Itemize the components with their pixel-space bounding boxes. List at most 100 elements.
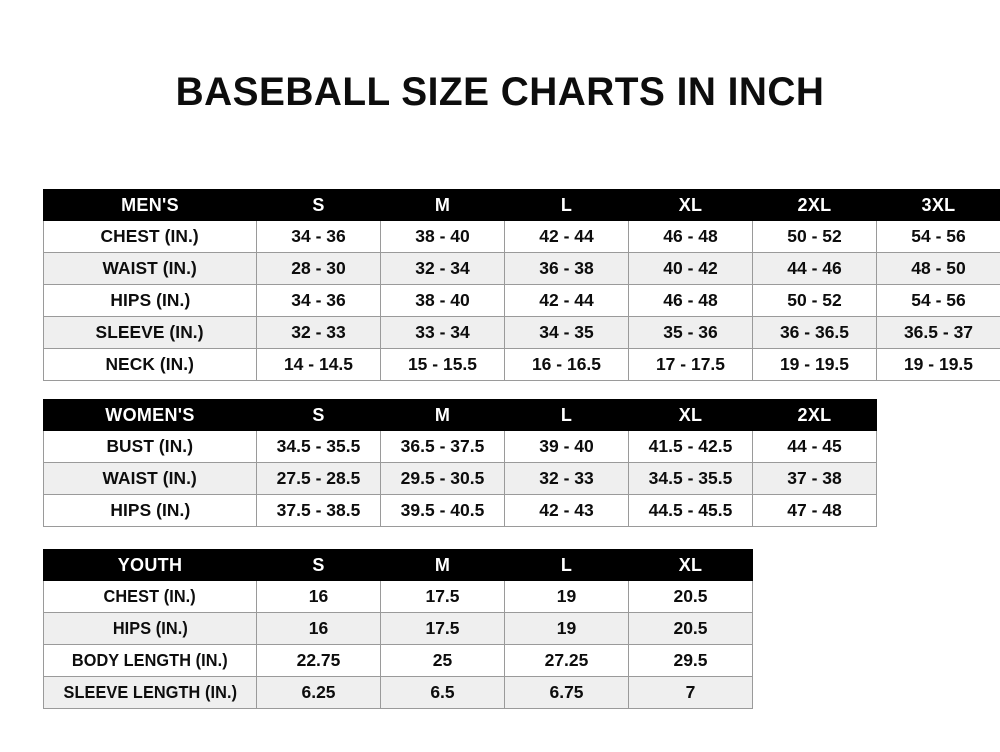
row-label-text: HIPS (IN.)	[110, 500, 190, 520]
womens-table-body: BUST (IN.) 34.5 - 35.5 36.5 - 37.5 39 - 40 4…	[43, 430, 877, 527]
mens-header-size-xl: XL	[628, 189, 753, 221]
measurement-cell: 20.5	[628, 580, 753, 613]
measurement-cell: 48 - 50	[876, 252, 1000, 285]
row-label-text: SLEEVE (IN.)	[95, 322, 205, 342]
measurement-cell: 32 - 33	[504, 462, 629, 495]
womens-size-table: WOMEN'S S M L XL 2XL BUST (IN.) 34.5 - 35.5 36.…	[43, 399, 877, 527]
mens-row-label: NECK (IN.)	[43, 348, 257, 381]
measurement-cell: 36.5 - 37	[876, 316, 1000, 349]
womens-header-size-l: L	[504, 399, 629, 431]
measurement-cell: 27.5 - 28.5	[256, 462, 381, 495]
mens-size-table: MEN'S S M L XL 2XL 3XL CHEST (IN.) 34 - 36 38 - …	[43, 189, 1000, 381]
measurement-cell: 19	[504, 612, 629, 645]
measurement-cell: 19 - 19.5	[876, 348, 1000, 381]
womens-header-size-s: S	[256, 399, 381, 431]
table-row: BODY LENGTH (IN.) 22.75 25 27.25 29.5	[43, 644, 753, 677]
measurement-cell: 15 - 15.5	[380, 348, 505, 381]
row-label-text: WAIST (IN.)	[102, 258, 198, 278]
youth-header-size-xl: XL	[628, 549, 753, 581]
mens-header-size-m: M	[380, 189, 505, 221]
measurement-cell: 6.5	[380, 676, 505, 709]
womens-table-header: WOMEN'S S M L XL 2XL	[43, 399, 877, 431]
row-label-text: HIPS (IN.)	[110, 290, 190, 310]
measurement-cell: 34 - 35	[504, 316, 629, 349]
row-label-text: BODY LENGTH (IN.)	[72, 650, 228, 670]
row-label-text: CHEST (IN.)	[100, 226, 200, 246]
youth-row-label: CHEST (IN.)	[43, 580, 257, 613]
youth-header-size-l: L	[504, 549, 629, 581]
measurement-cell: 42 - 44	[504, 284, 629, 317]
header-row: WOMEN'S S M L XL 2XL	[43, 399, 877, 431]
measurement-cell: 34.5 - 35.5	[256, 430, 381, 463]
table-row: SLEEVE (IN.) 32 - 33 33 - 34 34 - 35 35 - 36…	[43, 316, 1000, 349]
mens-header-size-3xl: 3XL	[876, 189, 1000, 221]
measurement-cell: 34.5 - 35.5	[628, 462, 753, 495]
table-row: WAIST (IN.) 28 - 30 32 - 34 36 - 38 40 - 42 4…	[43, 252, 1000, 285]
womens-header-label: WOMEN'S	[43, 399, 257, 431]
measurement-cell: 16	[256, 580, 381, 613]
mens-table-body: CHEST (IN.) 34 - 36 38 - 40 42 - 44 46 - 48 5…	[43, 220, 1000, 381]
measurement-cell: 37 - 38	[752, 462, 877, 495]
mens-row-label: CHEST (IN.)	[43, 220, 257, 253]
measurement-cell: 14 - 14.5	[256, 348, 381, 381]
womens-row-label: BUST (IN.)	[43, 430, 257, 463]
measurement-cell: 40 - 42	[628, 252, 753, 285]
measurement-cell: 33 - 34	[380, 316, 505, 349]
measurement-cell: 17.5	[380, 612, 505, 645]
measurement-cell: 50 - 52	[752, 220, 877, 253]
measurement-cell: 36 - 36.5	[752, 316, 877, 349]
mens-row-label: SLEEVE (IN.)	[43, 316, 257, 349]
measurement-cell: 19 - 19.5	[752, 348, 877, 381]
mens-header-size-2xl: 2XL	[752, 189, 877, 221]
measurement-cell: 44 - 45	[752, 430, 877, 463]
measurement-cell: 36.5 - 37.5	[380, 430, 505, 463]
measurement-cell: 41.5 - 42.5	[628, 430, 753, 463]
youth-header-label: YOUTH	[43, 549, 257, 581]
mens-row-label: WAIST (IN.)	[43, 252, 257, 285]
measurement-cell: 39 - 40	[504, 430, 629, 463]
measurement-cell: 38 - 40	[380, 284, 505, 317]
measurement-cell: 27.25	[504, 644, 629, 677]
measurement-cell: 46 - 48	[628, 284, 753, 317]
row-label-text: CHEST (IN.)	[103, 586, 197, 606]
measurement-cell: 20.5	[628, 612, 753, 645]
mens-header-size-l: L	[504, 189, 629, 221]
youth-table-body: CHEST (IN.) 16 17.5 19 20.5 HIPS (IN.) 16 17.5 1…	[43, 580, 753, 709]
measurement-cell: 50 - 52	[752, 284, 877, 317]
row-label-text: NECK (IN.)	[105, 354, 195, 374]
mens-row-label: HIPS (IN.)	[43, 284, 257, 317]
youth-table-header: YOUTH S M L XL	[43, 549, 753, 581]
measurement-cell: 38 - 40	[380, 220, 505, 253]
measurement-cell: 7	[628, 676, 753, 709]
measurement-cell: 17 - 17.5	[628, 348, 753, 381]
measurement-cell: 6.25	[256, 676, 381, 709]
measurement-cell: 6.75	[504, 676, 629, 709]
measurement-cell: 44 - 46	[752, 252, 877, 285]
header-row: YOUTH S M L XL	[43, 549, 753, 581]
row-label-text: BUST (IN.)	[106, 436, 194, 456]
measurement-cell: 44.5 - 45.5	[628, 494, 753, 527]
youth-header-size-s: S	[256, 549, 381, 581]
youth-size-table: YOUTH S M L XL CHEST (IN.) 16 17.5 19 20.5 HIPS (…	[43, 549, 753, 709]
table-row: CHEST (IN.) 16 17.5 19 20.5	[43, 580, 753, 613]
measurement-cell: 32 - 34	[380, 252, 505, 285]
measurement-cell: 28 - 30	[256, 252, 381, 285]
measurement-cell: 19	[504, 580, 629, 613]
measurement-cell: 29.5 - 30.5	[380, 462, 505, 495]
mens-header-size-s: S	[256, 189, 381, 221]
measurement-cell: 34 - 36	[256, 284, 381, 317]
measurement-cell: 37.5 - 38.5	[256, 494, 381, 527]
header-row: MEN'S S M L XL 2XL 3XL	[43, 189, 1000, 221]
womens-header-size-xl: XL	[628, 399, 753, 431]
measurement-cell: 34 - 36	[256, 220, 381, 253]
measurement-cell: 42 - 44	[504, 220, 629, 253]
page-title: BASEBALL SIZE CHARTS IN INCH	[175, 70, 825, 114]
table-row: HIPS (IN.) 34 - 36 38 - 40 42 - 44 46 - 48 50…	[43, 284, 1000, 317]
row-label-text: SLEEVE LENGTH (IN.)	[63, 682, 237, 702]
youth-row-label: HIPS (IN.)	[43, 612, 257, 645]
womens-header-size-m: M	[380, 399, 505, 431]
mens-header-label: MEN'S	[43, 189, 257, 221]
measurement-cell: 42 - 43	[504, 494, 629, 527]
measurement-cell: 16 - 16.5	[504, 348, 629, 381]
